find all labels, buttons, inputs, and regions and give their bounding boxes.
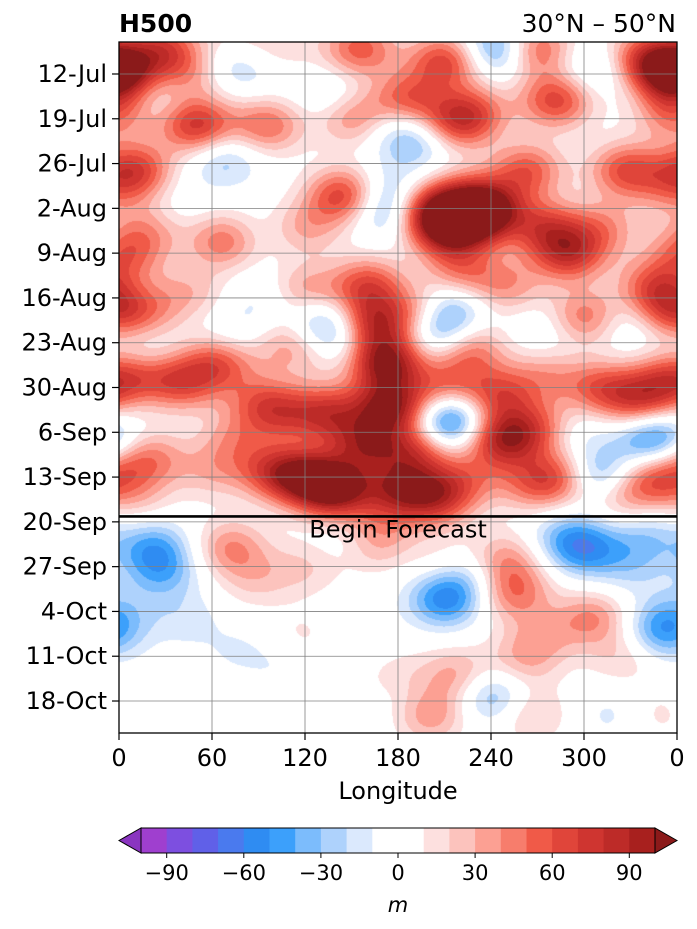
colorbar-swatch: [603, 828, 630, 853]
colorbar-tick-label: 90: [616, 861, 643, 885]
y-tick-label: 23-Aug: [21, 329, 107, 357]
y-tick-label: 19-Jul: [38, 105, 108, 133]
colorbar-under-arrow: [117, 827, 142, 854]
x-axis: 0 60 120 180 240 300 0: [111, 733, 685, 772]
x-tick-label: 60: [197, 744, 228, 772]
colorbar-swatch: [629, 828, 656, 853]
colorbar-swatch: [218, 828, 245, 853]
colorbar-swatch: [449, 828, 476, 853]
colorbar-swatch: [320, 828, 348, 853]
y-tick-label: 11-Oct: [26, 642, 107, 670]
y-axis: 12-Jul 19-Jul 26-Jul 2-Aug 9-Aug 16-Aug 23-Aug…: [21, 60, 119, 715]
x-tick-label: 0: [669, 744, 684, 772]
y-tick-label: 6-Sep: [38, 418, 107, 446]
colorbar-swatch: [166, 828, 193, 853]
colorbar-swatch: [475, 828, 502, 853]
colorbar-swatch: [141, 828, 168, 853]
chart-title: H500: [119, 9, 192, 38]
y-tick-label: 12-Jul: [38, 60, 108, 88]
colorbar-tick-label: −30: [299, 861, 343, 885]
colorbar-swatch: [577, 828, 605, 853]
colorbar-swatch: [243, 828, 270, 853]
colorbar-swatch: [423, 828, 450, 853]
x-tick-label: 0: [111, 744, 126, 772]
forecast-marker: Begin Forecast: [119, 515, 677, 543]
colorbar-tick-label: 60: [539, 861, 566, 885]
y-tick-label: 16-Aug: [21, 284, 107, 312]
y-tick-label: 30-Aug: [21, 374, 107, 402]
y-tick-label: 9-Aug: [37, 239, 107, 267]
colorbar-swatch: [346, 828, 373, 853]
colorbar-swatch: [192, 828, 219, 853]
colorbar-swatch: [500, 828, 527, 853]
y-tick-label: 27-Sep: [23, 553, 107, 581]
y-tick-label: 18-Oct: [26, 687, 107, 715]
x-tick-label: 180: [375, 744, 421, 772]
colorbar-label: m: [388, 893, 408, 917]
colorbar-tick-label: 30: [462, 861, 489, 885]
x-axis-label: Longitude: [338, 777, 457, 805]
x-tick-label: 240: [468, 744, 514, 772]
colorbar-swatch: [526, 828, 553, 853]
colorbar-tick-label: −60: [222, 861, 266, 885]
colorbar: −90 −60 −30 0 30 60 90: [117, 827, 679, 885]
x-tick-label: 300: [561, 744, 607, 772]
chart-subtitle: 30°N – 50°N: [522, 9, 676, 38]
colorbar-swatch: [295, 828, 322, 853]
y-tick-label: 20-Sep: [23, 508, 107, 536]
colorbar-swatch: [372, 828, 425, 853]
y-tick-label: 2-Aug: [37, 194, 107, 222]
colorbar-swatch: [552, 828, 579, 853]
colorbar-swatch: [269, 828, 296, 853]
forecast-label: Begin Forecast: [309, 515, 487, 543]
colorbar-tick-label: 0: [391, 861, 404, 885]
y-tick-label: 13-Sep: [23, 463, 107, 491]
y-tick-label: 26-Jul: [38, 150, 108, 178]
x-tick-label: 120: [282, 744, 328, 772]
colorbar-tick-label: −90: [145, 861, 189, 885]
y-tick-label: 4-Oct: [41, 597, 107, 625]
colorbar-over-arrow: [654, 827, 679, 854]
